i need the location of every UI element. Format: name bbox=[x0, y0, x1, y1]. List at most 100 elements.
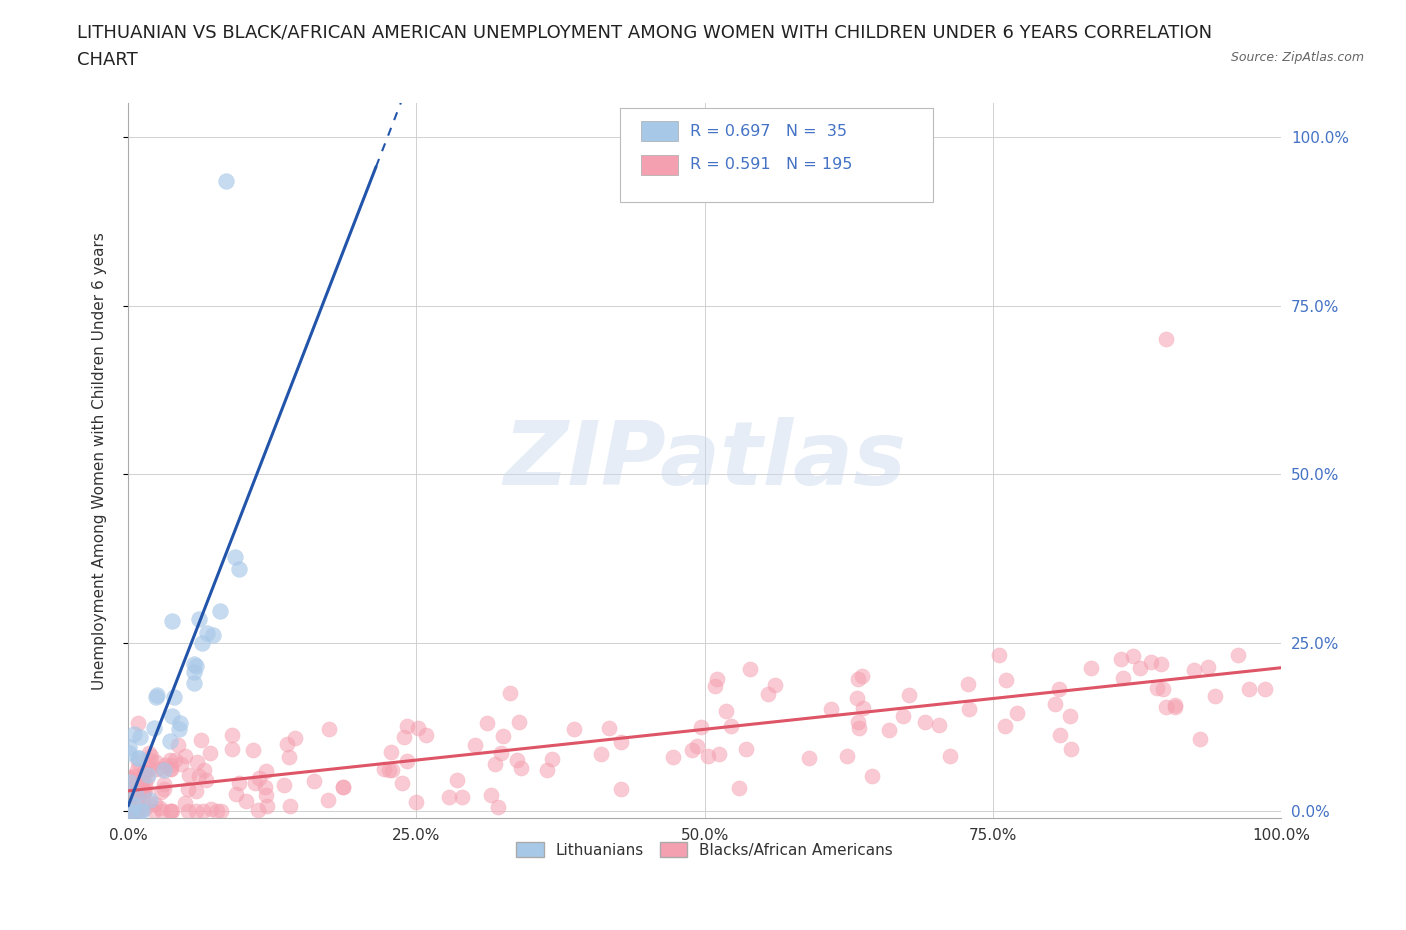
Point bbox=[738, 661, 761, 676]
Point bbox=[122, 769, 145, 784]
Text: Source: ZipAtlas.com: Source: ZipAtlas.com bbox=[1230, 51, 1364, 64]
Point bbox=[686, 738, 709, 753]
Point bbox=[159, 733, 181, 748]
Point bbox=[159, 804, 181, 818]
Point bbox=[228, 562, 250, 577]
Point bbox=[174, 749, 197, 764]
Point bbox=[716, 703, 738, 718]
Point bbox=[139, 792, 162, 807]
Point bbox=[145, 689, 167, 704]
Point bbox=[121, 781, 143, 796]
Point bbox=[132, 785, 155, 800]
Bar bbox=[641, 121, 678, 141]
Point bbox=[188, 768, 211, 783]
Point bbox=[484, 757, 506, 772]
Point bbox=[127, 788, 149, 803]
Point bbox=[117, 739, 139, 754]
Point bbox=[118, 770, 141, 785]
Point bbox=[394, 730, 416, 745]
Point bbox=[120, 789, 142, 804]
Point bbox=[799, 751, 821, 765]
Point bbox=[143, 804, 166, 818]
Point bbox=[1226, 647, 1249, 662]
Point bbox=[159, 762, 181, 777]
Point bbox=[124, 804, 146, 818]
Point bbox=[451, 790, 474, 804]
Point bbox=[186, 784, 208, 799]
Point bbox=[703, 679, 725, 694]
Point bbox=[120, 790, 142, 804]
Point bbox=[139, 752, 162, 767]
Point bbox=[852, 701, 875, 716]
Point bbox=[209, 804, 232, 818]
Point bbox=[167, 737, 190, 752]
Point bbox=[125, 763, 148, 777]
Point bbox=[118, 775, 141, 790]
Text: LITHUANIAN VS BLACK/AFRICAN AMERICAN UNEMPLOYMENT AMONG WOMEN WITH CHILDREN UNDE: LITHUANIAN VS BLACK/AFRICAN AMERICAN UNE… bbox=[77, 23, 1212, 41]
Point bbox=[159, 753, 181, 768]
Point bbox=[146, 762, 169, 777]
Point bbox=[1122, 649, 1144, 664]
Point bbox=[201, 628, 224, 643]
Point bbox=[120, 790, 142, 805]
Point bbox=[378, 763, 401, 777]
Point bbox=[215, 173, 238, 188]
Point bbox=[706, 671, 728, 686]
Point bbox=[1197, 660, 1219, 675]
Point bbox=[318, 722, 340, 737]
Point bbox=[610, 782, 633, 797]
Point bbox=[939, 749, 962, 764]
Point bbox=[1129, 660, 1152, 675]
Point bbox=[1112, 671, 1135, 685]
Point bbox=[1043, 696, 1066, 711]
Point bbox=[160, 614, 183, 629]
Point bbox=[408, 721, 430, 736]
Point bbox=[228, 776, 250, 790]
Point bbox=[188, 611, 211, 626]
Point bbox=[129, 804, 152, 818]
Point bbox=[284, 731, 307, 746]
Point bbox=[121, 804, 143, 818]
Point bbox=[994, 719, 1017, 734]
Point bbox=[1152, 682, 1174, 697]
Point bbox=[1156, 699, 1178, 714]
Point bbox=[1150, 657, 1173, 671]
Point bbox=[121, 785, 143, 800]
Point bbox=[183, 675, 205, 690]
Point bbox=[492, 728, 515, 743]
Point bbox=[118, 804, 141, 818]
Point bbox=[562, 722, 585, 737]
Point bbox=[160, 804, 183, 818]
Point bbox=[278, 750, 301, 764]
Point bbox=[145, 687, 167, 702]
Point bbox=[177, 781, 200, 796]
Point bbox=[988, 648, 1011, 663]
Point bbox=[682, 742, 704, 757]
Point bbox=[118, 745, 141, 760]
Point bbox=[242, 743, 264, 758]
Point bbox=[591, 747, 613, 762]
Point bbox=[159, 762, 181, 777]
Point bbox=[152, 761, 174, 776]
Point bbox=[134, 777, 156, 791]
Point bbox=[152, 763, 174, 777]
Point bbox=[124, 804, 146, 818]
Point bbox=[756, 686, 779, 701]
Point bbox=[136, 767, 159, 782]
Point bbox=[127, 715, 149, 730]
Point bbox=[734, 741, 756, 756]
Point bbox=[690, 720, 713, 735]
Point bbox=[510, 761, 533, 776]
Point bbox=[508, 715, 530, 730]
Point bbox=[131, 804, 153, 818]
Point bbox=[128, 751, 150, 765]
Point bbox=[127, 755, 149, 770]
Point bbox=[224, 787, 246, 802]
Point bbox=[125, 804, 148, 818]
Point bbox=[122, 726, 145, 741]
Point bbox=[316, 792, 339, 807]
Point bbox=[415, 727, 437, 742]
Point bbox=[125, 783, 148, 798]
Point bbox=[1140, 654, 1163, 669]
Point bbox=[177, 767, 200, 782]
